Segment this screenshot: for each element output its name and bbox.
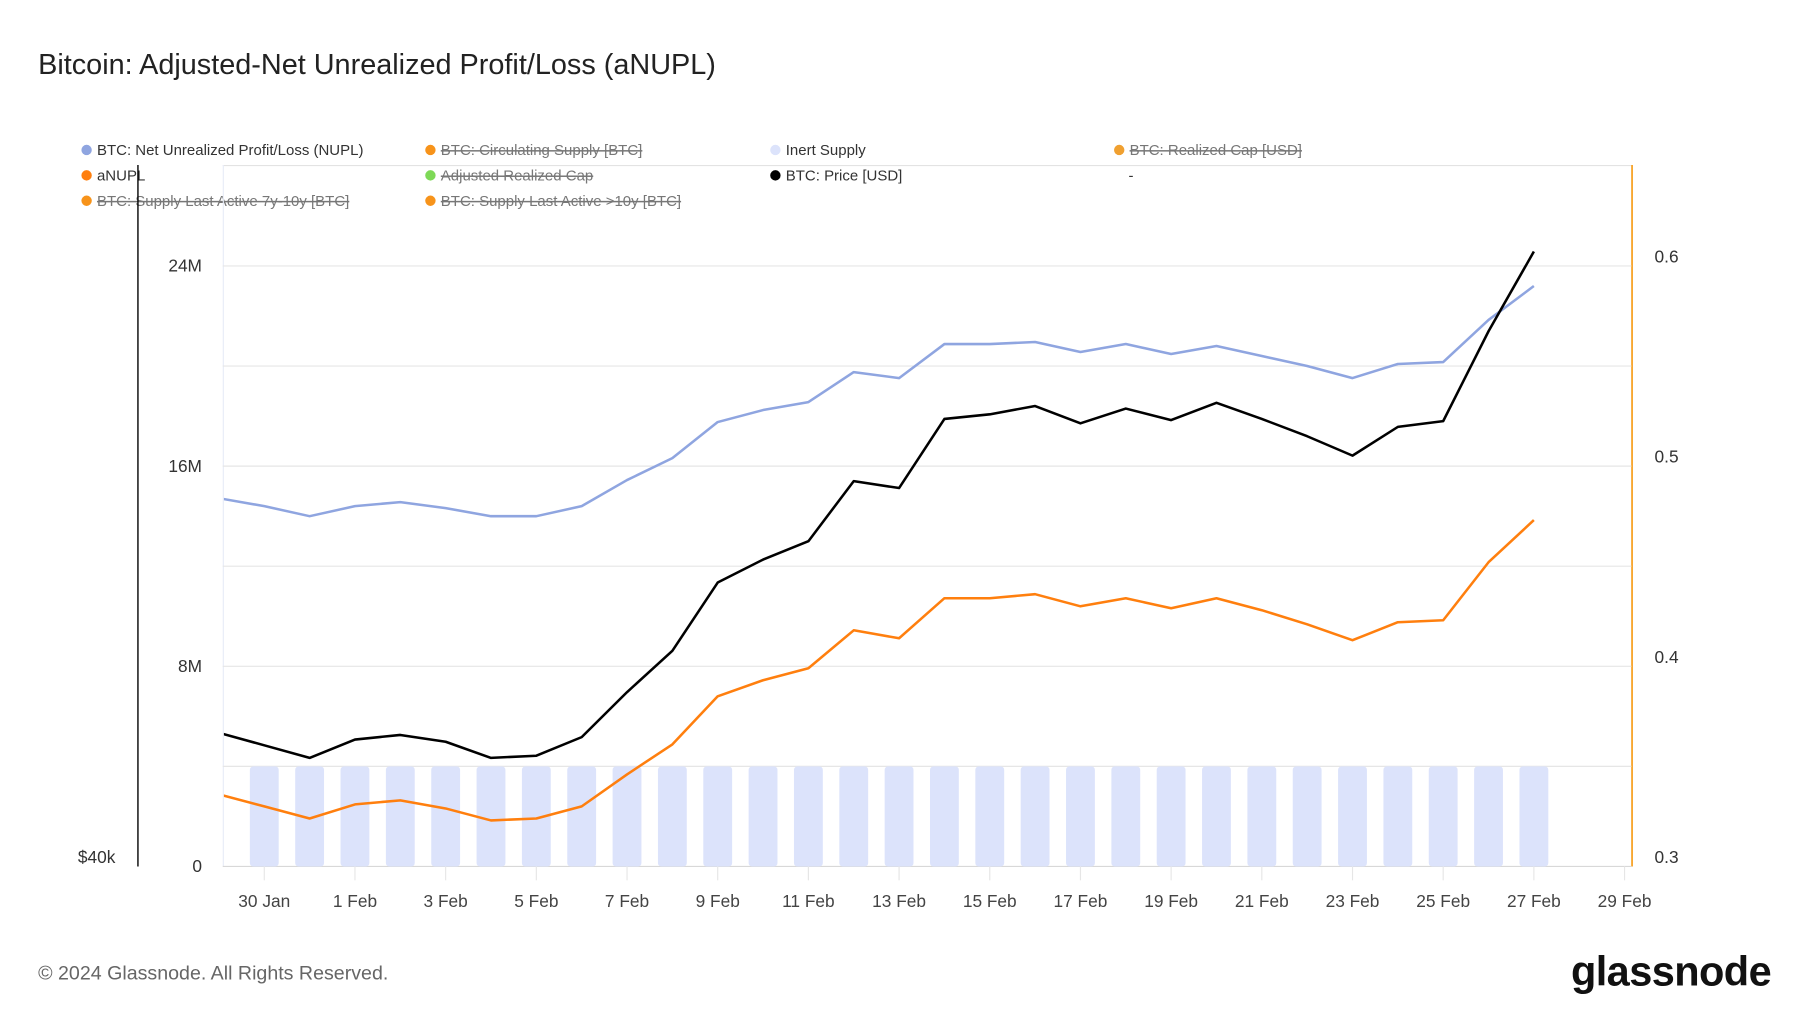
legend-item[interactable]: - xyxy=(1128,168,1133,185)
legend-item[interactable]: BTC: Circulating Supply [BTC] xyxy=(425,142,642,159)
x-axis-tick-label: 11 Feb xyxy=(782,891,835,911)
x-axis-tick-label: 25 Feb xyxy=(1416,891,1470,911)
x-axis-tick-label: 1 Feb xyxy=(333,891,377,911)
x-axis-tick-label: 3 Feb xyxy=(424,891,468,911)
legend-label: Inert Supply xyxy=(786,142,866,159)
legend-marker-icon xyxy=(770,144,781,156)
legend-item[interactable]: BTC: Net Unrealized Profit/Loss (NUPL) xyxy=(81,142,363,159)
nupl-line xyxy=(223,285,1535,518)
inert-supply-bar xyxy=(884,766,914,867)
legend-marker-icon xyxy=(81,170,92,181)
right-axis-tick-label: 0.5 xyxy=(1655,447,1679,467)
legend-label: BTC: Supply Last Active >10y [BTC] xyxy=(441,193,681,210)
legend-label: aNUPL xyxy=(97,168,145,185)
x-axis-tick-label: 17 Feb xyxy=(1054,891,1108,911)
inert-supply-bar xyxy=(1519,766,1549,867)
y-axis-ticks: 0 8M 16M 24M 0.3 0.4 0.5 0.6 $40k xyxy=(78,246,1679,876)
legend-marker-icon xyxy=(425,170,436,181)
inert-supply-bar xyxy=(1247,766,1277,867)
x-axis-tick-label: 15 Feb xyxy=(963,891,1017,911)
inert-supply-bar xyxy=(657,766,687,867)
legend-marker-icon xyxy=(81,144,92,156)
inert-supply-bar xyxy=(839,766,869,867)
legend-label: BTC: Circulating Supply [BTC] xyxy=(441,142,643,159)
right-axis-tick-label: 0.6 xyxy=(1655,246,1679,266)
chart-title: Bitcoin: Adjusted-Net Unrealized Profit/… xyxy=(38,49,716,81)
legend-item[interactable]: aNUPL xyxy=(81,168,145,185)
inert-supply-bar xyxy=(476,766,506,867)
x-axis-tick-label: 19 Feb xyxy=(1144,891,1198,911)
legend-label: Adjusted Realized Cap xyxy=(441,168,593,185)
x-axis-tick-label: 23 Feb xyxy=(1326,891,1380,911)
left-axis-tick-label: 8M xyxy=(178,656,202,676)
x-axis-tick-label: 29 Feb xyxy=(1598,891,1652,911)
inert-supply-bar xyxy=(521,766,551,867)
glassnode-logo: glassnode xyxy=(1571,947,1771,994)
anupl-line xyxy=(223,519,1535,822)
inert-supply-bar xyxy=(1338,766,1367,867)
inert-supply-bar xyxy=(1202,766,1231,867)
legend-item[interactable]: Inert Supply xyxy=(770,142,866,159)
gridlines xyxy=(222,265,1632,868)
inert-supply-bar xyxy=(385,766,415,867)
inert-supply-bar xyxy=(1474,766,1503,867)
left-axis-tick-label: 0 xyxy=(192,856,202,876)
legend-item[interactable]: BTC: Price [USD] xyxy=(770,168,902,185)
inert-supply-bar xyxy=(1066,766,1095,867)
inert-supply-bar xyxy=(249,766,279,867)
legend-item[interactable]: BTC: Realized Cap [USD] xyxy=(1114,142,1302,159)
inert-supply-bar xyxy=(612,766,642,867)
inert-supply-bar xyxy=(793,766,823,867)
legend-marker-icon xyxy=(425,195,436,206)
legend-item[interactable]: BTC: Supply Last Active 7y-10y [BTC] xyxy=(81,193,349,210)
x-axis-tick-label: 21 Feb xyxy=(1235,891,1289,911)
x-axis-tick-label: 5 Feb xyxy=(514,891,558,911)
right-axis-tick-label: 0.4 xyxy=(1655,647,1679,667)
inert-supply-bar xyxy=(1020,766,1050,867)
legend-marker-icon xyxy=(770,170,781,181)
inert-supply-bar xyxy=(1111,766,1141,867)
x-axis-tick-label: 30 Jan xyxy=(238,891,290,911)
x-axis-tick-label: 13 Feb xyxy=(872,891,926,911)
legend-label: BTC: Net Unrealized Profit/Loss (NUPL) xyxy=(97,142,363,159)
inert-supply-bar xyxy=(340,766,370,867)
legend-marker-icon xyxy=(425,144,436,156)
inert-supply-bar xyxy=(1428,766,1458,867)
inert-supply-bar xyxy=(703,766,733,867)
copyright: © 2024 Glassnode. All Rights Reserved. xyxy=(38,963,388,985)
legend-label: - xyxy=(1128,168,1133,185)
x-axis-tick-label: 7 Feb xyxy=(605,891,649,911)
btc-price-line xyxy=(223,250,1535,760)
legend-item[interactable]: BTC: Supply Last Active >10y [BTC] xyxy=(425,193,681,210)
legend-label: BTC: Price [USD] xyxy=(786,168,903,185)
x-axis-tick-label: 27 Feb xyxy=(1507,891,1561,911)
left-axis-tick-label: 24M xyxy=(168,256,202,276)
legend-marker-icon xyxy=(1114,144,1125,156)
price-axis-tick-label: $40k xyxy=(78,847,116,867)
x-axis-tick-label: 9 Feb xyxy=(696,891,740,911)
inert-supply-bar xyxy=(975,766,1005,867)
inert-supply-bars xyxy=(249,766,1549,867)
series-lines xyxy=(223,250,1535,822)
inert-supply-bar xyxy=(1383,766,1413,867)
inert-supply-bar xyxy=(929,766,959,867)
inert-supply-bar xyxy=(567,766,597,867)
legend: BTC: Net Unrealized Profit/Loss (NUPL) BT… xyxy=(81,142,1302,210)
left-axis-tick-label: 16M xyxy=(168,456,202,476)
inert-supply-bar xyxy=(1292,766,1322,867)
inert-supply-bar xyxy=(295,766,325,867)
inert-supply-bar xyxy=(1156,766,1186,867)
inert-supply-bar xyxy=(748,766,778,867)
inert-supply-bar xyxy=(431,766,461,867)
legend-label: BTC: Realized Cap [USD] xyxy=(1130,142,1302,159)
legend-item[interactable]: Adjusted Realized Cap xyxy=(425,168,593,185)
x-axis-ticks: 30 Jan 1 Feb 3 Feb 5 Feb 7 Feb 9 Feb 11 Feb 13 … xyxy=(238,866,1652,911)
right-axis-tick-label: 0.3 xyxy=(1655,847,1679,867)
legend-marker-icon xyxy=(81,195,92,206)
